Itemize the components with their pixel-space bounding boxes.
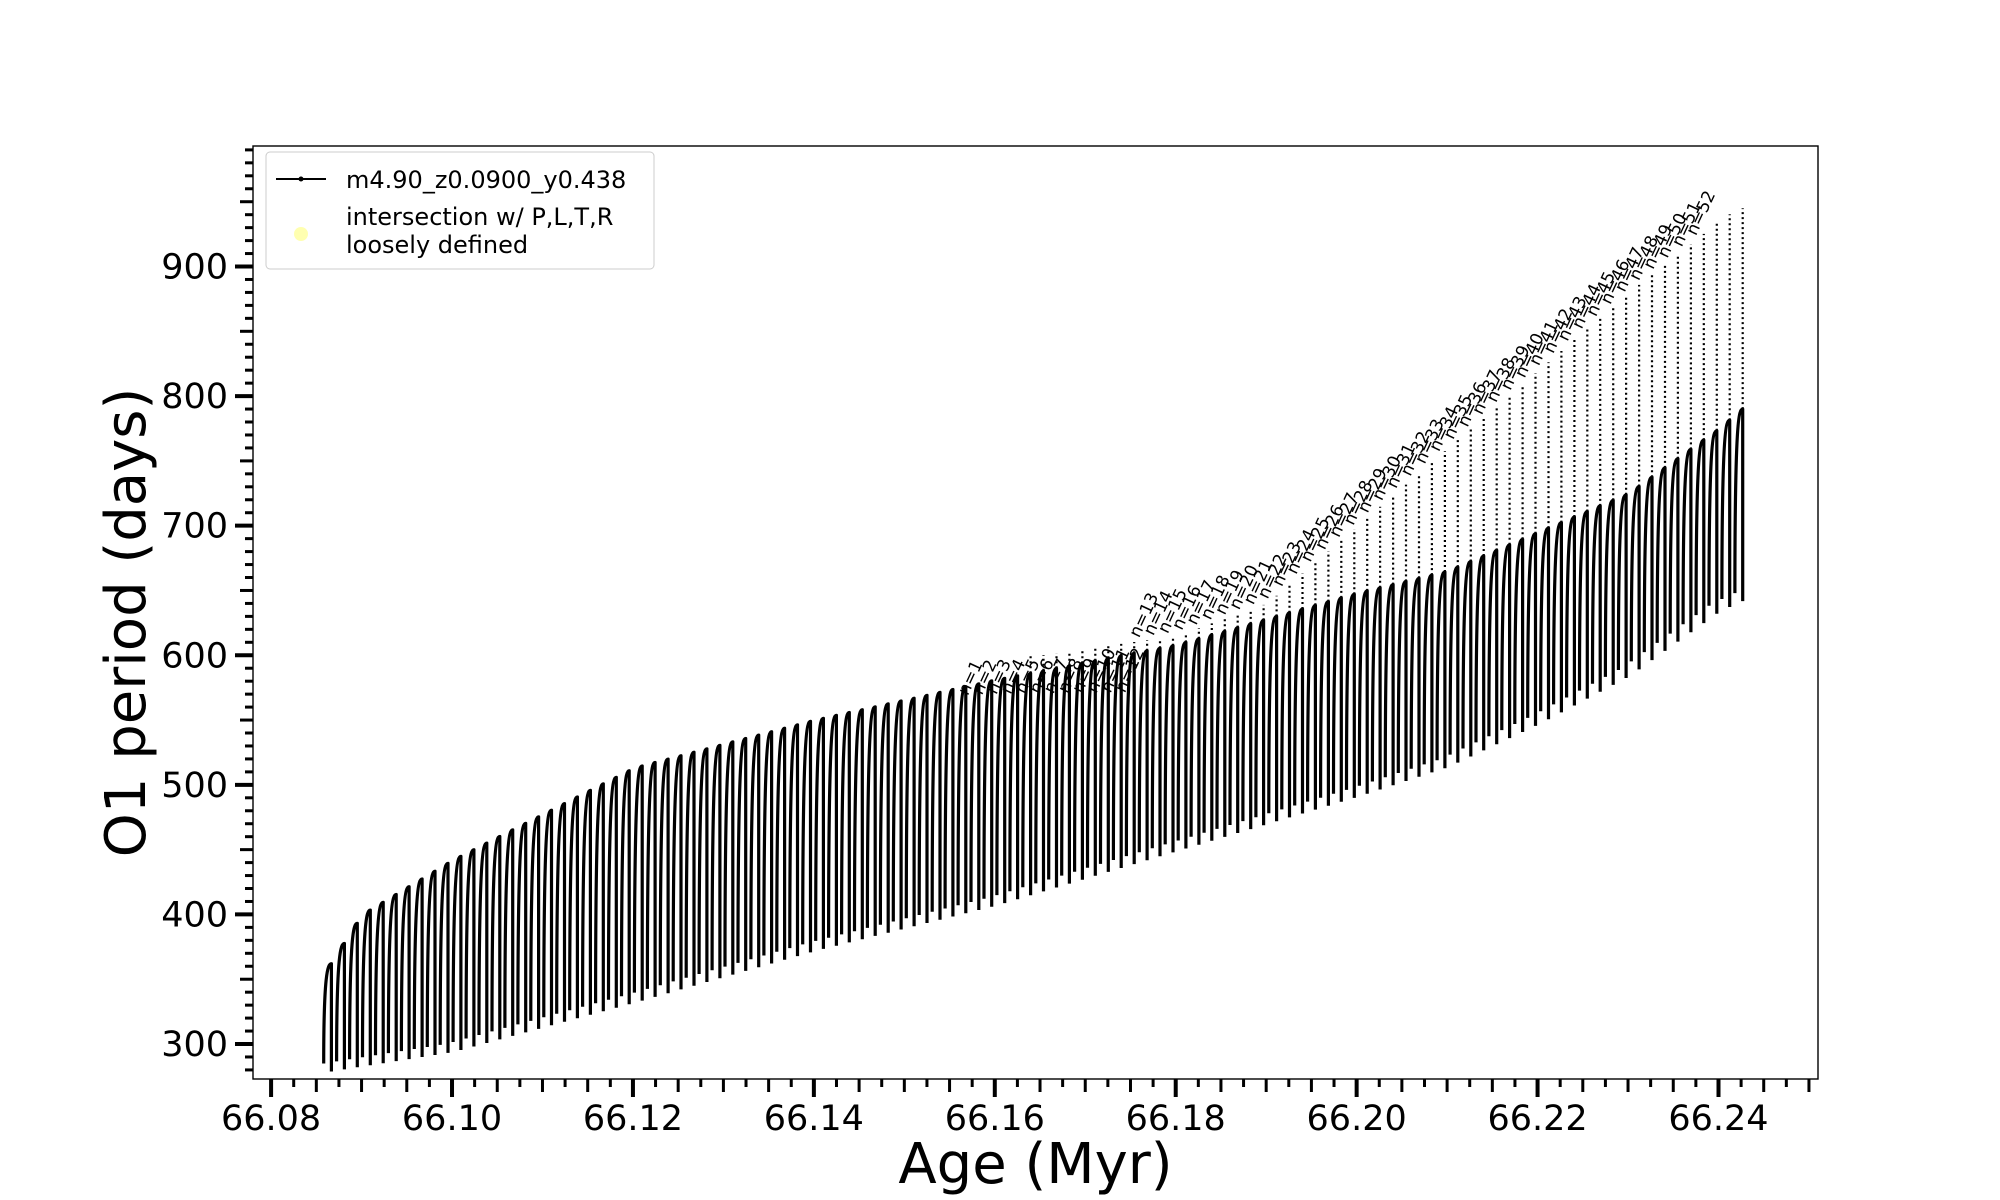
x-tick-label: 66.08 bbox=[221, 1099, 321, 1139]
y-tick-label: 800 bbox=[161, 377, 228, 417]
y-tick-label: 900 bbox=[161, 248, 228, 288]
legend-box bbox=[265, 151, 655, 270]
legend-entry-intersection: intersection w/ P,L,T,R loosely defined bbox=[346, 203, 613, 259]
legend-intersection-marker bbox=[294, 227, 308, 241]
y-axis-ticks: 300 400 500 600 700 800 900 bbox=[161, 148, 253, 1072]
spike-series bbox=[1029, 208, 1744, 674]
x-tick-label: 66.24 bbox=[1668, 1099, 1768, 1139]
legend: m4.90_z0.0900_y0.438 intersection w/ P,L… bbox=[265, 151, 655, 270]
y-axis-title: O1 period (days) bbox=[94, 388, 159, 858]
plot-frame bbox=[252, 145, 1819, 1080]
y-tick-label: 500 bbox=[161, 766, 228, 806]
series-spikes bbox=[1029, 208, 1744, 674]
legend-dot-marker bbox=[298, 176, 304, 182]
x-tick-label: 66.20 bbox=[1307, 1099, 1407, 1139]
x-axis-title: Age (Myr) bbox=[898, 1132, 1172, 1197]
x-tick-label: 66.16 bbox=[945, 1099, 1045, 1139]
plot-series bbox=[322, 407, 1745, 1072]
x-tick-label: 66.18 bbox=[1126, 1099, 1226, 1139]
y-tick-label: 300 bbox=[161, 1025, 228, 1065]
legend-entry-series: m4.90_z0.0900_y0.438 bbox=[346, 166, 626, 194]
y-tick-label: 700 bbox=[161, 507, 228, 547]
x-tick-label: 66.22 bbox=[1487, 1099, 1587, 1139]
x-tick-label: 66.12 bbox=[583, 1099, 683, 1139]
x-axis-ticks: 66.08 66.10 66.12 66.14 66.16 66.18 66.20 66.22… bbox=[221, 1079, 1811, 1139]
y-tick-label: 600 bbox=[161, 636, 228, 676]
series-line-m4.90 bbox=[322, 407, 1745, 1072]
y-tick-label: 400 bbox=[161, 895, 228, 935]
x-tick-label: 66.10 bbox=[402, 1099, 502, 1139]
x-tick-label: 66.14 bbox=[764, 1099, 864, 1139]
